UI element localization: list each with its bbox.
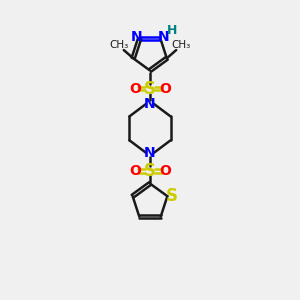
Text: N: N [130,30,142,44]
Text: O: O [129,82,141,96]
Text: S: S [144,162,156,180]
Text: S: S [166,187,178,205]
Text: CH₃: CH₃ [171,40,190,50]
Text: N: N [158,30,170,44]
Text: H: H [167,24,177,37]
Text: N: N [144,146,156,160]
Text: CH₃: CH₃ [110,40,129,50]
Text: O: O [129,164,141,178]
Text: O: O [159,164,171,178]
Text: S: S [144,80,156,98]
Text: N: N [144,97,156,111]
Text: O: O [159,82,171,96]
